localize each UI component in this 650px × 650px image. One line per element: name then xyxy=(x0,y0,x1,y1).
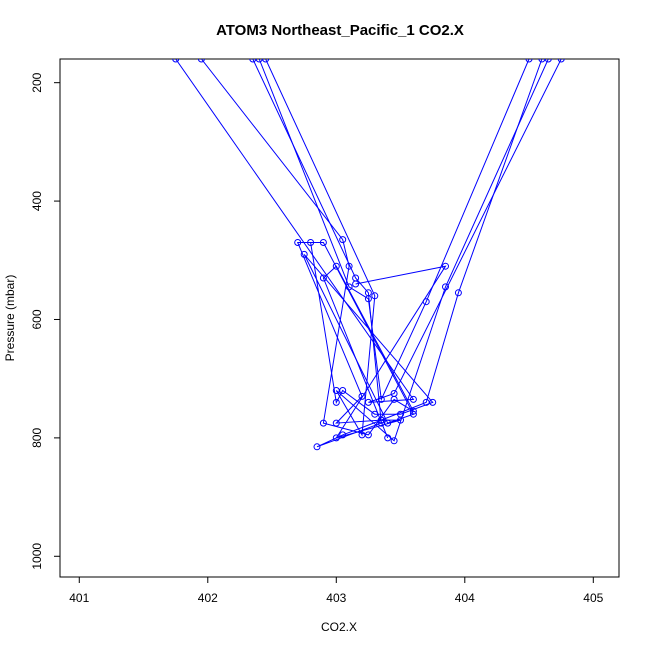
data-point xyxy=(307,239,315,246)
data-point xyxy=(172,59,180,63)
series-line xyxy=(175,59,562,403)
x-tick-label: 402 xyxy=(198,591,218,605)
x-axis-label: CO2.X xyxy=(321,620,357,634)
y-tick-label: 1000 xyxy=(30,543,44,570)
y-tick-label: 200 xyxy=(30,72,44,92)
data-point xyxy=(352,274,360,282)
data-point xyxy=(319,239,327,246)
series-line xyxy=(252,59,543,448)
data-point xyxy=(345,283,353,291)
x-tick-label: 404 xyxy=(455,591,475,605)
data-point xyxy=(294,239,302,246)
data-point xyxy=(339,236,347,244)
series-1 xyxy=(294,239,449,442)
data-point xyxy=(332,398,340,406)
data-point xyxy=(371,292,379,300)
data-point xyxy=(422,398,430,406)
data-point xyxy=(358,431,366,439)
data-point xyxy=(332,387,340,394)
data-point xyxy=(339,431,347,439)
data-point xyxy=(544,59,552,63)
data-point xyxy=(442,262,449,270)
data-point xyxy=(377,416,385,424)
y-tick-label: 800 xyxy=(30,428,44,448)
plot-frame xyxy=(59,58,620,578)
y-tick-label: 400 xyxy=(30,191,44,211)
series-4 xyxy=(255,59,533,403)
series-line xyxy=(265,59,549,442)
data-point xyxy=(364,295,372,303)
data-point xyxy=(390,390,398,397)
chart-title: ATOM3 Northeast_Pacific_1 CO2.X xyxy=(216,22,464,39)
data-point xyxy=(409,407,417,415)
series-6 xyxy=(172,59,565,406)
series-line xyxy=(258,59,530,402)
plot-area xyxy=(172,59,565,451)
data-point xyxy=(422,298,430,306)
y-axis: 200 400 600 800 1000 xyxy=(30,72,60,570)
data-point xyxy=(390,437,398,445)
data-point xyxy=(262,59,270,63)
data-point xyxy=(377,419,385,427)
data-point xyxy=(358,392,366,400)
data-point xyxy=(300,250,308,258)
data-point xyxy=(454,289,462,297)
data-point xyxy=(319,419,327,427)
data-point xyxy=(525,59,533,63)
series-3 xyxy=(249,59,546,451)
data-point xyxy=(409,395,417,403)
series-line xyxy=(296,242,447,439)
x-axis: 401 402 403 404 405 xyxy=(69,577,604,605)
data-point xyxy=(249,59,257,63)
y-tick-label: 600 xyxy=(30,309,44,329)
series-5 xyxy=(262,59,552,445)
data-point xyxy=(332,262,340,270)
data-point xyxy=(538,59,546,63)
data-point xyxy=(332,434,340,442)
data-point xyxy=(197,59,205,63)
x-tick-label: 405 xyxy=(583,591,603,605)
y-axis-label: Pressure (mbar) xyxy=(3,275,17,362)
data-point xyxy=(313,443,321,451)
x-tick-label: 401 xyxy=(69,591,89,605)
data-point xyxy=(364,398,372,406)
data-point xyxy=(255,59,263,63)
data-point xyxy=(557,59,565,63)
data-point xyxy=(319,274,327,282)
x-tick-label: 403 xyxy=(326,591,346,605)
